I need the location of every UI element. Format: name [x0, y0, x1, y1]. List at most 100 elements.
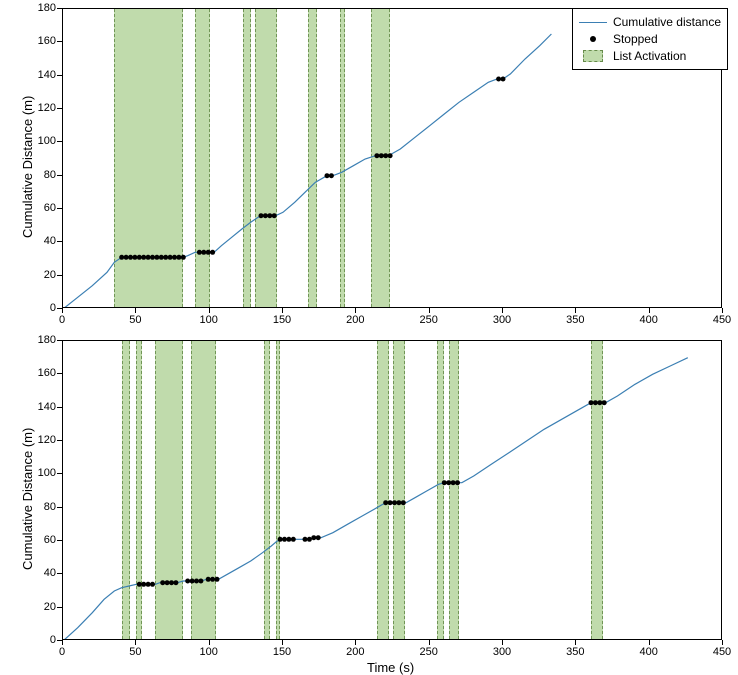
- stopped-marker: [181, 255, 186, 260]
- xtick-label: 300: [493, 646, 511, 658]
- xtick-label: 150: [273, 314, 291, 326]
- stopped-marker: [267, 213, 272, 218]
- stopped-marker: [374, 153, 379, 158]
- stopped-marker: [278, 537, 283, 542]
- legend-label: List Activation: [613, 49, 686, 63]
- xtick-label: 350: [566, 646, 584, 658]
- xtick-label: 400: [639, 646, 657, 658]
- cumulative-distance-line: [63, 358, 688, 640]
- stopped-marker: [282, 537, 287, 542]
- stopped-marker: [589, 400, 594, 405]
- ytick-label: 180: [32, 334, 56, 346]
- xtick-label: 200: [346, 646, 364, 658]
- ytick-label: 60: [32, 534, 56, 546]
- stopped-marker: [141, 582, 146, 587]
- xtick-label: 100: [199, 646, 217, 658]
- stopped-marker: [124, 255, 129, 260]
- xtick-label: 200: [346, 314, 364, 326]
- ytick-label: 100: [32, 135, 56, 147]
- stopped-marker: [150, 582, 155, 587]
- xtick-label: 0: [59, 646, 65, 658]
- ytick-label: 40: [32, 567, 56, 579]
- band-icon: [579, 50, 607, 62]
- xtick-label: 450: [713, 314, 731, 326]
- stopped-marker: [206, 577, 211, 582]
- legend-label: Cumulative distance: [613, 15, 721, 29]
- stopped-marker: [215, 577, 220, 582]
- ytick-label: 40: [32, 235, 56, 247]
- stopped-marker: [146, 582, 151, 587]
- stopped-marker: [169, 580, 174, 585]
- x-axis-label: Time (s): [367, 660, 414, 675]
- stopped-marker: [173, 580, 178, 585]
- stopped-marker: [263, 213, 268, 218]
- plot-area-bottom: [62, 340, 722, 640]
- stopped-marker: [388, 500, 393, 505]
- legend-label: Stopped: [613, 32, 658, 46]
- stopped-marker: [396, 500, 401, 505]
- stopped-marker: [597, 400, 602, 405]
- xtick-label: 150: [273, 646, 291, 658]
- xtick-label: 350: [566, 314, 584, 326]
- stopped-marker: [137, 582, 142, 587]
- stopped-marker: [602, 400, 607, 405]
- ytick-label: 120: [32, 434, 56, 446]
- xtick-label: 50: [129, 314, 141, 326]
- ytick-label: 0: [32, 634, 56, 646]
- stopped-marker: [206, 250, 211, 255]
- stopped-marker: [150, 255, 155, 260]
- y-axis-label: Cumulative Distance (m): [20, 428, 35, 570]
- xtick-label: 100: [199, 314, 217, 326]
- ytick-label: 140: [32, 401, 56, 413]
- ytick-label: 140: [32, 69, 56, 81]
- stopped-marker: [392, 500, 397, 505]
- ytick-label: 100: [32, 467, 56, 479]
- stopped-marker: [383, 500, 388, 505]
- xtick-label: 250: [419, 646, 437, 658]
- stopped-marker: [325, 173, 330, 178]
- stopped-marker: [198, 579, 203, 584]
- stopped-marker: [329, 173, 334, 178]
- stopped-marker: [197, 250, 202, 255]
- stopped-marker: [379, 153, 384, 158]
- stopped-marker: [137, 255, 142, 260]
- stopped-marker: [176, 255, 181, 260]
- ytick-label: 80: [32, 169, 56, 181]
- stopped-marker: [172, 255, 177, 260]
- legend-item: Stopped: [579, 31, 721, 47]
- stopped-marker: [383, 153, 388, 158]
- ytick-label: 0: [32, 302, 56, 314]
- chart-svg: [63, 341, 722, 640]
- stopped-marker: [159, 255, 164, 260]
- ytick-label: 160: [32, 35, 56, 47]
- ytick-label: 20: [32, 269, 56, 281]
- stopped-marker: [446, 480, 451, 485]
- line-icon: [579, 16, 607, 28]
- ytick-label: 20: [32, 601, 56, 613]
- dot-icon: [579, 33, 607, 45]
- stopped-marker: [286, 537, 291, 542]
- stopped-marker: [307, 537, 312, 542]
- stopped-marker: [119, 255, 124, 260]
- xtick-label: 250: [419, 314, 437, 326]
- xtick-label: 450: [713, 646, 731, 658]
- stopped-marker: [190, 579, 195, 584]
- cumulative-distance-line: [63, 34, 551, 308]
- stopped-marker: [442, 480, 447, 485]
- stopped-marker: [141, 255, 146, 260]
- legend: Cumulative distance Stopped List Activatio…: [572, 8, 728, 70]
- stopped-marker: [154, 255, 159, 260]
- stopped-marker: [146, 255, 151, 260]
- xtick-label: 0: [59, 314, 65, 326]
- stopped-marker: [185, 579, 190, 584]
- stopped-marker: [160, 580, 165, 585]
- stopped-marker: [501, 77, 506, 82]
- legend-item: Cumulative distance: [579, 14, 721, 30]
- xtick-label: 50: [129, 646, 141, 658]
- y-axis-label: Cumulative Distance (m): [20, 96, 35, 238]
- stopped-marker: [210, 577, 215, 582]
- stopped-marker: [259, 213, 264, 218]
- stopped-marker: [165, 580, 170, 585]
- ytick-label: 160: [32, 367, 56, 379]
- stopped-marker: [163, 255, 168, 260]
